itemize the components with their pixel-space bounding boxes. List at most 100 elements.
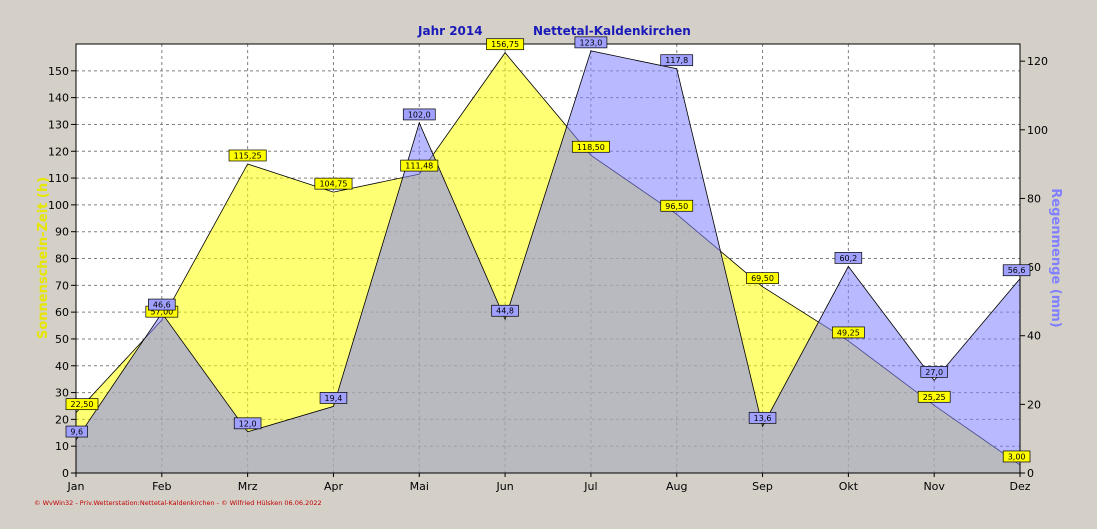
chart-title: Jahr 2014 bbox=[417, 24, 483, 38]
x-tick-label: Okt bbox=[839, 480, 859, 493]
y-right-tick-label: 40 bbox=[1027, 330, 1041, 343]
data-label-box bbox=[148, 298, 176, 311]
data-label-text: 27,0 bbox=[925, 368, 943, 377]
data-label-box bbox=[748, 411, 777, 424]
data-label-text: 25,25 bbox=[923, 393, 946, 402]
data-label-box bbox=[574, 36, 608, 49]
footer-credit: © WvWin32 - Priv.Wetterstation:Nettetal-… bbox=[34, 499, 322, 507]
data-label-text: 60,2 bbox=[839, 254, 857, 263]
data-label-box bbox=[571, 140, 610, 153]
data-label-rain: 44,8 bbox=[491, 304, 519, 317]
x-tick-label: Aug bbox=[666, 480, 687, 493]
data-label-box bbox=[746, 272, 779, 285]
y-left-tick-label: 20 bbox=[55, 413, 69, 426]
y-left-tick-label: 120 bbox=[48, 145, 69, 158]
x-tick-label: Mai bbox=[410, 480, 429, 493]
axes: 0 10 20 30 40 50 60 70 80 90 100 110 120 130 140 150 0 20… bbox=[48, 55, 1048, 493]
data-label-sunshine: 111,48 bbox=[400, 159, 439, 172]
data-label-text: 111,48 bbox=[405, 162, 433, 171]
data-label-sunshine: 22,50 bbox=[65, 398, 99, 411]
data-label-text: 22,50 bbox=[71, 400, 94, 409]
data-label-sunshine: 25,25 bbox=[917, 390, 951, 403]
data-label-box bbox=[65, 398, 99, 411]
y-right-tick-label: 120 bbox=[1027, 55, 1048, 68]
data-label-text: 123,0 bbox=[579, 38, 602, 47]
y-left-tick-label: 30 bbox=[55, 387, 69, 400]
data-label-sunshine: 156,75 bbox=[486, 38, 525, 51]
data-label-box bbox=[834, 252, 863, 264]
data-label-text: 118,50 bbox=[577, 143, 605, 152]
x-tick-label: Sep bbox=[752, 480, 773, 493]
data-label-box bbox=[486, 38, 525, 51]
y-left-tick-label: 0 bbox=[62, 467, 69, 480]
data-label-sunshine: 104,75 bbox=[314, 177, 353, 190]
data-label-text: 104,75 bbox=[319, 180, 347, 189]
data-label-box bbox=[660, 54, 694, 67]
data-label-text: 69,50 bbox=[751, 274, 774, 283]
data-label-box bbox=[314, 177, 353, 190]
data-label-sunshine: 118,50 bbox=[571, 140, 610, 153]
data-label-rain: 117,8 bbox=[660, 54, 694, 67]
data-label-rain: 19,4 bbox=[319, 392, 348, 404]
data-label-rain: 46,6 bbox=[148, 298, 176, 311]
series-areas bbox=[75, 50, 1021, 474]
data-label-box bbox=[491, 304, 519, 317]
data-label-box bbox=[402, 108, 436, 121]
data-label-rain: 27,0 bbox=[920, 365, 948, 378]
series-area-rain bbox=[76, 50, 1020, 473]
y-left-tick-label: 80 bbox=[55, 253, 69, 266]
data-label-text: 19,4 bbox=[325, 394, 343, 403]
y-left-tick-label: 150 bbox=[48, 65, 69, 78]
data-label-text: 46,6 bbox=[153, 301, 171, 310]
y-left-tick-label: 110 bbox=[48, 172, 69, 185]
series-line-rain bbox=[75, 50, 1021, 441]
data-label-rain: 102,0 bbox=[402, 108, 436, 121]
y-right-tick-label: 80 bbox=[1027, 192, 1041, 205]
data-label-text: 56,6 bbox=[1008, 266, 1026, 275]
data-label-box bbox=[660, 199, 694, 212]
x-tick-label: Feb bbox=[152, 480, 171, 493]
data-label-rain: 56,6 bbox=[1002, 264, 1031, 277]
y-left-tick-label: 90 bbox=[55, 226, 69, 239]
y-right-tick-label: 60 bbox=[1027, 261, 1041, 274]
y-left-tick-label: 130 bbox=[48, 118, 69, 131]
data-label-box bbox=[920, 365, 948, 378]
x-tick-label: Jun bbox=[495, 480, 513, 493]
y-left-tick-label: 100 bbox=[48, 199, 69, 212]
y-left-tick-label: 140 bbox=[48, 92, 69, 105]
data-label-box bbox=[1002, 450, 1031, 463]
data-label-text: 102,0 bbox=[408, 110, 431, 119]
chart-subtitle: Nettetal-Kaldenkirchen bbox=[533, 24, 691, 38]
data-label-rain: 9,6 bbox=[65, 425, 88, 438]
data-label-text: 3,00 bbox=[1008, 452, 1026, 461]
data-label-text: 96,50 bbox=[665, 202, 688, 211]
data-label-sunshine: 3,00 bbox=[1002, 450, 1031, 463]
data-label-sunshine: 96,50 bbox=[660, 199, 694, 212]
y-right-tick-label: 0 bbox=[1027, 467, 1034, 480]
y-left-tick-label: 10 bbox=[55, 440, 69, 453]
data-label-text: 115,25 bbox=[234, 151, 262, 160]
data-label-box bbox=[65, 425, 88, 438]
data-label-rain: 13,6 bbox=[748, 411, 777, 424]
data-label-box bbox=[832, 326, 865, 339]
data-label-rain: 12,0 bbox=[233, 417, 262, 430]
data-label-sunshine: 49,25 bbox=[832, 326, 865, 339]
x-tick-label: Jan bbox=[67, 480, 85, 493]
y-left-tick-label: 40 bbox=[55, 360, 69, 373]
x-tick-label: Nov bbox=[923, 480, 945, 493]
data-label-rain: 60,2 bbox=[834, 252, 863, 264]
data-label-sunshine: 115,25 bbox=[228, 149, 267, 162]
data-label-box bbox=[1002, 264, 1031, 277]
data-label-box bbox=[228, 149, 267, 162]
y-right-tick-label: 100 bbox=[1027, 124, 1048, 137]
y-left-tick-label: 70 bbox=[55, 279, 69, 292]
data-label-box bbox=[400, 159, 439, 172]
data-labels: 22,50 57,00 115,25 104,75 111,48 156,75 118,50… bbox=[65, 36, 1031, 463]
data-label-box bbox=[917, 390, 951, 403]
data-label-box bbox=[233, 417, 262, 430]
x-tick-label: Apr bbox=[324, 480, 344, 493]
y-axis-right-title: Regenmenge (mm) bbox=[1048, 188, 1063, 327]
x-tick-label: Mrz bbox=[238, 480, 258, 493]
data-label-text: 9,6 bbox=[70, 428, 83, 437]
